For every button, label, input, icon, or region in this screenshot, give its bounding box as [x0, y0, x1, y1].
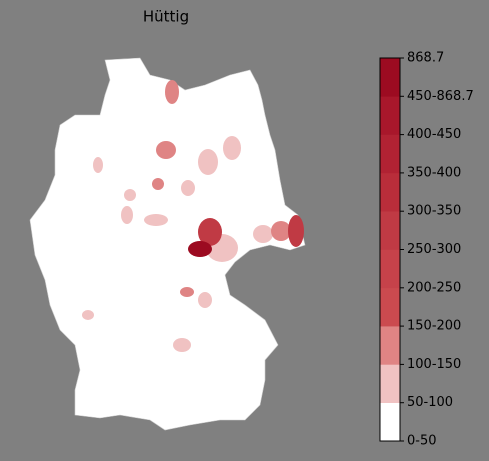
colorbar-label: 868.7	[407, 51, 444, 66]
region	[152, 178, 164, 190]
region	[156, 141, 176, 159]
colorbar-label: 400-450	[407, 127, 461, 142]
region	[180, 287, 194, 297]
germany-map	[29, 57, 306, 431]
region	[288, 215, 304, 247]
colorbar-label: 450-868.7	[407, 89, 474, 104]
colorbar-label: 150-200	[407, 319, 461, 334]
region	[82, 310, 94, 320]
colorbar-segment	[380, 211, 400, 250]
colorbar-label: 350-400	[407, 165, 461, 180]
region	[253, 225, 273, 243]
colorbar-label: 300-350	[407, 204, 461, 219]
colorbar-segment	[380, 287, 400, 327]
region	[124, 189, 136, 201]
colorbar-label: 50-100	[407, 395, 453, 410]
region	[188, 241, 212, 257]
region	[271, 221, 291, 241]
region	[165, 80, 179, 104]
colorbar-label: 100-150	[407, 357, 461, 372]
colorbar-segment	[380, 326, 400, 365]
region	[144, 214, 168, 226]
map-title: Hüttig	[143, 8, 189, 26]
colorbar-segment	[380, 402, 400, 442]
colorbar-segment	[380, 364, 400, 403]
region	[121, 206, 133, 224]
region	[198, 292, 212, 308]
region	[198, 218, 222, 246]
region	[181, 180, 195, 196]
region	[93, 157, 103, 173]
colorbar-label: 250-300	[407, 242, 461, 257]
colorbar-label: 200-250	[407, 280, 461, 295]
colorbar: 0-50 50-100 100-150 150-200 200-250 250-300 30…	[379, 51, 474, 449]
colorbar-segment	[380, 96, 400, 135]
colorbar-segment	[380, 58, 400, 97]
region	[198, 149, 218, 175]
region	[173, 338, 191, 352]
colorbar-segment	[380, 249, 400, 289]
colorbar-segment	[380, 172, 400, 212]
region	[223, 136, 241, 160]
colorbar-label: 0-50	[407, 434, 437, 449]
colorbar-segment	[380, 134, 400, 174]
